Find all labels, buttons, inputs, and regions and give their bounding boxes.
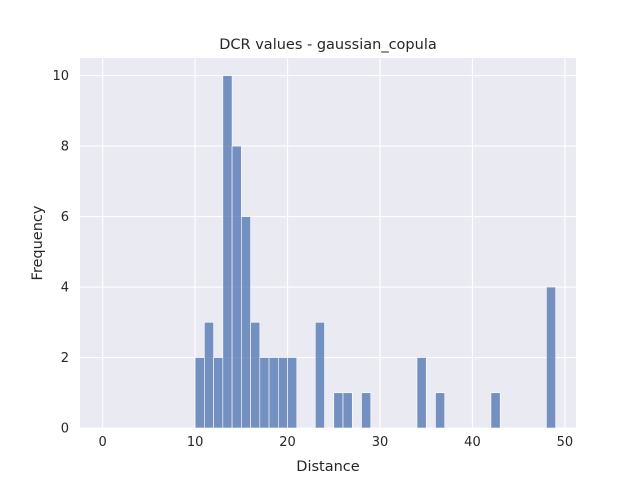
x-tick-label: 40: [464, 435, 481, 450]
histogram-bar: [268, 357, 279, 429]
histogram-bar: [490, 392, 501, 429]
chart-title: DCR values - gaussian_copula: [219, 37, 436, 53]
histogram-bar: [546, 286, 556, 429]
y-axis-label: Frequency: [30, 205, 46, 280]
histogram-bar: [194, 357, 205, 429]
y-tick-label: 6: [61, 210, 69, 225]
histogram-bar: [213, 357, 224, 429]
y-tick-label: 10: [52, 69, 69, 84]
histogram-bar: [435, 392, 446, 429]
histogram-bar: [342, 392, 353, 429]
x-tick-label: 30: [372, 435, 389, 450]
y-tick-label: 4: [61, 281, 69, 296]
histogram-bar: [231, 145, 242, 429]
histogram-bar: [204, 321, 214, 429]
histogram-bar: [250, 321, 261, 429]
x-axis-label: Distance: [296, 459, 359, 475]
plot-area: [80, 58, 576, 428]
grid-lines: [80, 58, 576, 429]
x-tick-label: 20: [279, 435, 296, 450]
histogram-bar: [241, 216, 251, 429]
histogram-bar: [278, 357, 288, 429]
histogram-bar: [361, 392, 372, 429]
x-tick-label: 0: [99, 435, 107, 450]
histogram-bar: [333, 392, 344, 429]
histogram-bar: [222, 75, 233, 429]
histogram-bar: [259, 357, 270, 429]
histogram-bar: [287, 357, 298, 429]
histogram-bar: [416, 357, 427, 429]
y-tick-labels: 0 2 4 6 8 10: [52, 69, 69, 436]
x-tick-labels: 0 10 20 30 40 50: [99, 435, 574, 450]
x-tick-label: 10: [187, 435, 204, 450]
y-tick-label: 8: [61, 140, 69, 155]
histogram-bars: [194, 75, 556, 429]
histogram-bar: [314, 321, 325, 429]
y-tick-label: 2: [61, 351, 69, 366]
x-tick-label: 50: [557, 435, 574, 450]
y-tick-label: 0: [61, 422, 69, 437]
